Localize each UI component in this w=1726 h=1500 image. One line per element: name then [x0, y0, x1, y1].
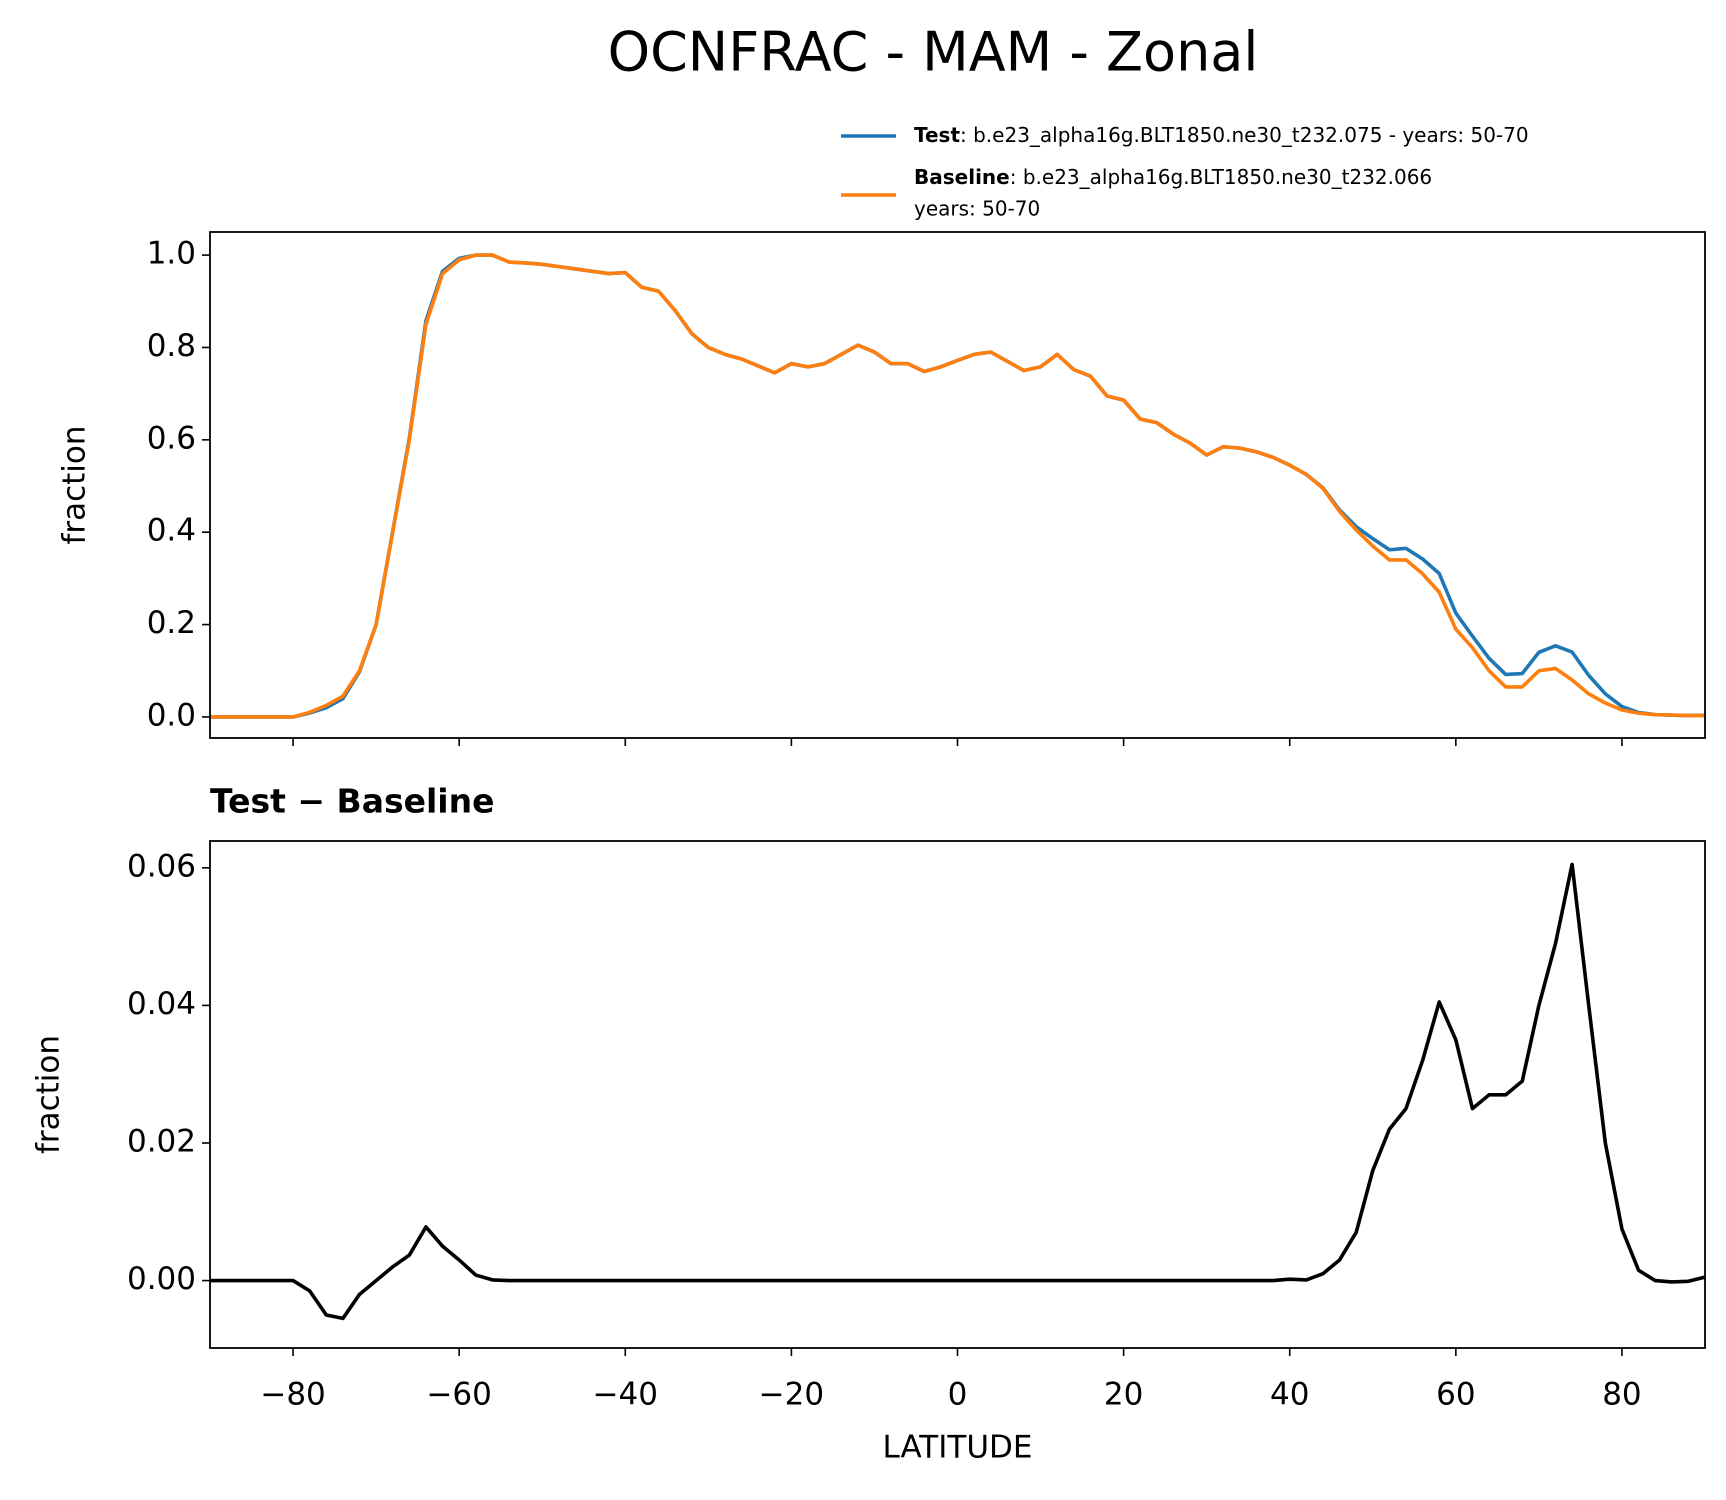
subplot-title: Test − Baseline [210, 782, 495, 821]
x-axis-label: LATITUDE [883, 1430, 1033, 1466]
y-tick-label: 0.04 [127, 986, 196, 1022]
y-tick-label: 0.8 [147, 328, 196, 364]
data-line [210, 862, 1705, 1321]
axes-frame [209, 840, 1706, 1349]
data-line [210, 253, 1705, 719]
data-line [210, 253, 1705, 719]
axes-frame [209, 231, 1706, 739]
x-tick-label: 40 [1270, 1377, 1309, 1413]
legend-label: Baseline: b.e23_alpha16g.BLT1850.ne30_t2… [914, 165, 1432, 189]
x-tick-label: 0 [948, 1377, 968, 1413]
x-tick-label: 60 [1436, 1377, 1475, 1413]
y-tick-label: 0.00 [127, 1261, 196, 1297]
legend-name: Test [914, 123, 960, 147]
y-axis-label: fraction [31, 1035, 67, 1154]
y-tick-label: 1.0 [147, 236, 196, 272]
legend-detail: years: 50-70 [914, 197, 1040, 221]
legend-detail: : b.e23_alpha16g.BLT1850.ne30_t232.075 -… [960, 123, 1529, 147]
legend-label: Test: b.e23_alpha16g.BLT1850.ne30_t232.0… [914, 123, 1529, 147]
legend-detail: : b.e23_alpha16g.BLT1850.ne30_t232.066 [1010, 165, 1432, 189]
y-tick-label: 0.06 [127, 848, 196, 884]
figure-title: OCNFRAC - MAM - Zonal [608, 21, 1259, 84]
y-tick-label: 0.6 [147, 420, 196, 456]
y-tick-label: 0.02 [127, 1123, 196, 1159]
x-tick-label: 80 [1602, 1377, 1641, 1413]
x-tick-label: −20 [759, 1377, 824, 1413]
x-tick-label: −40 [593, 1377, 658, 1413]
y-tick-label: 0.0 [147, 697, 196, 733]
x-tick-label: 20 [1104, 1377, 1143, 1413]
y-axis-label: fraction [57, 425, 93, 544]
y-tick-label: 0.4 [147, 513, 196, 549]
x-tick-label: −80 [260, 1377, 325, 1413]
legend-name: Baseline [914, 165, 1010, 189]
x-tick-label: −60 [426, 1377, 491, 1413]
y-tick-label: 0.2 [147, 605, 196, 641]
